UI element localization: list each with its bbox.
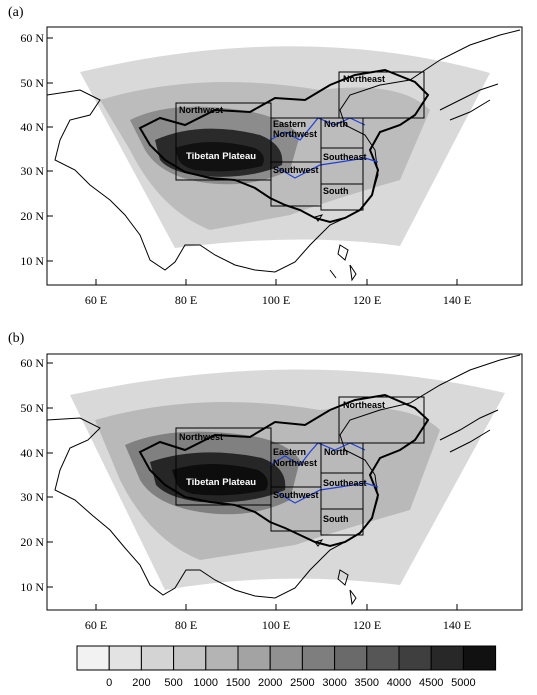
panel-b-lon-tick: 120 E	[353, 618, 381, 632]
panel-a-map: Northwest Tibetan Plateau Eastern Northw…	[47, 29, 521, 282]
panel-a-china-border	[138, 68, 430, 224]
panel-a-japan	[439, 83, 499, 121]
panel-a-islands	[314, 214, 357, 282]
colorbar-swatch	[205, 645, 239, 671]
panel-a-region-southwest: Southwest	[273, 165, 319, 175]
colorbar-swatch	[173, 645, 207, 671]
panel-a-region-northeast: Northeast	[343, 74, 385, 84]
colorbar-label: 1000	[194, 677, 218, 689]
panel-b-lat-tick: 50 N	[20, 401, 44, 415]
colorbar-label: 500	[164, 677, 182, 689]
colorbar-swatch	[140, 645, 175, 671]
panel-b-lon-tick: 100 E	[262, 618, 290, 632]
colorbar-label: 5000	[451, 677, 475, 689]
panel-a-lon-tick: 100 E	[262, 293, 290, 307]
panel-b-tibetan-plateau-core	[172, 464, 268, 496]
panel-a-lon-tick: 120 E	[353, 293, 381, 307]
panel-b: (b) Northwest Tibetan Plateau	[8, 331, 523, 632]
colorbar: 0 200 500 1000 1500 2000 2500 3000 3500 4000 4500 5…	[76, 645, 497, 689]
colorbar-swatch	[269, 645, 303, 671]
panel-b-lat-tick: 30 N	[20, 490, 44, 504]
panel-b-ticks	[47, 362, 458, 610]
panel-b-region-northeast: Northeast	[343, 400, 385, 410]
panel-b-region-tibetan-plateau: Tibetan Plateau	[186, 477, 256, 488]
colorbar-swatch	[108, 645, 142, 671]
panel-b-region-southeast: Southeast	[323, 478, 367, 488]
panel-b-lat-tick: 60 N	[20, 356, 44, 370]
panel-a-lat-tick: 10 N	[20, 254, 44, 268]
panel-b-frame	[46, 353, 523, 611]
panel-b-region-eastern-northwest: Northwest	[273, 458, 317, 468]
panel-a-ticks	[47, 37, 458, 285]
panel-a-coastline	[47, 29, 521, 273]
colorbar-swatch	[462, 645, 497, 671]
panel-b-map: Northwest Tibetan Plateau Eastern Northw…	[47, 354, 521, 606]
panel-b-label: (b)	[8, 331, 25, 346]
panel-a-region-north: North	[324, 119, 348, 129]
panel-b-region-northwest: Northwest	[179, 432, 223, 442]
panel-a-region-south: South	[323, 186, 349, 196]
panel-b-lon-tick: 60 E	[85, 618, 107, 632]
colorbar-swatch	[430, 645, 464, 671]
panel-a-lat-tick: 60 N	[20, 31, 44, 45]
colorbar-label: 1500	[226, 677, 250, 689]
panel-b-rivers	[269, 442, 379, 504]
panel-a-tibetan-plateau-core	[175, 142, 264, 172]
panel-a-frame	[46, 26, 523, 286]
colorbar-label: 4500	[419, 677, 443, 689]
panel-a-lat-tick: 30 N	[20, 164, 44, 178]
panel-b-coastline	[47, 354, 521, 599]
panel-a-rivers	[269, 117, 379, 179]
panel-b-region-eastern: Eastern	[273, 447, 306, 457]
panel-a-region-eastern: Eastern	[273, 119, 306, 129]
panel-a-region-northwest: Northwest	[179, 105, 223, 115]
colorbar-label: 2000	[258, 677, 282, 689]
colorbar-swatch	[76, 645, 110, 671]
colorbar-label: 3000	[322, 677, 346, 689]
panel-a-lat-tick: 40 N	[20, 120, 44, 134]
panel-b-region-boxes	[175, 396, 425, 536]
colorbar-swatch	[334, 645, 368, 671]
colorbar-swatch	[398, 645, 432, 671]
panel-b-lon-tick: 140 E	[443, 618, 471, 632]
panel-a-lon-tick: 60 E	[85, 293, 107, 307]
panel-a-lat-tick: 50 N	[20, 76, 44, 90]
colorbar-label: 2500	[290, 677, 314, 689]
panel-a-lon-tick: 140 E	[443, 293, 471, 307]
colorbar-label: 3500	[355, 677, 379, 689]
panel-a-label: (a)	[8, 5, 24, 20]
colorbar-swatch	[301, 645, 336, 671]
panel-a-region-southeast: Southeast	[323, 152, 367, 162]
panel-b-region-southwest: Southwest	[273, 490, 319, 500]
panel-b-japan	[439, 409, 499, 453]
colorbar-label: 200	[132, 677, 150, 689]
panel-b-islands	[314, 539, 357, 606]
panel-a: (a) Northwe	[8, 5, 523, 307]
panel-b-china-border	[138, 393, 430, 548]
panel-b-lat-tick: 20 N	[20, 535, 44, 549]
panel-a-lat-tick: 20 N	[20, 209, 44, 223]
colorbar-label: 4000	[387, 677, 411, 689]
panel-b-lat-tick: 10 N	[20, 580, 44, 594]
panel-b-lon-tick: 80 E	[175, 618, 197, 632]
panel-a-region-eastern-northwest: Northwest	[273, 129, 317, 139]
panel-b-lat-tick: 40 N	[20, 446, 44, 460]
panel-b-region-north: North	[324, 447, 348, 457]
panel-a-lon-tick: 80 E	[175, 293, 197, 307]
colorbar-swatch	[366, 645, 400, 671]
panel-a-region-tibetan-plateau: Tibetan Plateau	[186, 151, 256, 162]
colorbar-label: 0	[106, 677, 112, 689]
colorbar-swatch	[237, 645, 271, 671]
panel-a-region-boxes	[175, 71, 425, 211]
panel-b-region-south: South	[323, 514, 349, 524]
